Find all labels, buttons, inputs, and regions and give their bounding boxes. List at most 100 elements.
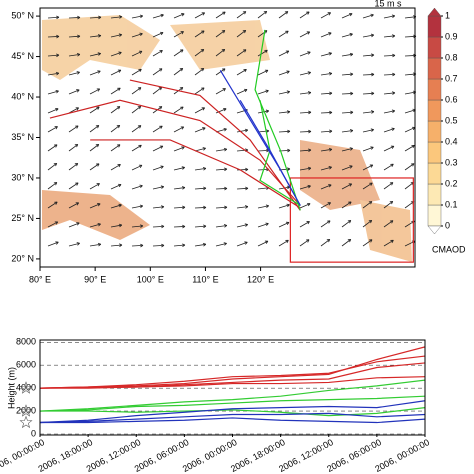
wind-arrow-head	[96, 106, 100, 110]
wind-arrow-head	[392, 53, 396, 58]
wind-arrow-head	[265, 204, 270, 209]
trajectory	[239, 99, 301, 206]
wind-arrow	[47, 108, 59, 114]
wind-arrow	[173, 146, 185, 152]
wind-arrow-head	[245, 167, 249, 172]
wind-arrow-head	[371, 72, 375, 77]
wind-arrow-head	[328, 184, 332, 188]
wind-arrow-head	[181, 146, 185, 150]
wind-arrow	[194, 167, 206, 171]
wind-arrow-head	[392, 72, 396, 77]
x-tick-label: 100° E	[137, 274, 164, 284]
wind-arrow	[68, 163, 79, 171]
wind-arrow-head	[392, 34, 396, 38]
wind-arrow	[320, 184, 332, 190]
y-tick-label: 4000	[16, 383, 36, 393]
wind-arrow-head	[203, 186, 207, 191]
wind-arrow	[215, 168, 227, 171]
colorbar-cell	[427, 204, 442, 227]
wind-arrow-head	[243, 68, 247, 73]
wind-arrow	[215, 30, 226, 38]
wind-arrow	[257, 223, 269, 228]
x-tick-label: 120° E	[247, 274, 274, 284]
wind-arrow-head	[327, 220, 331, 224]
colorbar-cell	[427, 36, 442, 59]
wind-arrow-head	[138, 164, 143, 168]
wind-arrow-head	[116, 144, 121, 148]
wind-arrow	[68, 144, 79, 152]
wind-arrow	[131, 225, 143, 228]
wind-arrow	[404, 145, 415, 152]
wind-arrow	[236, 69, 247, 76]
height-line	[39, 412, 426, 424]
wind-arrow	[341, 130, 353, 133]
wind-arrow	[299, 167, 311, 171]
wind-arrow	[47, 72, 59, 76]
colorbar-bottom	[427, 225, 442, 235]
wind-arrow	[194, 107, 205, 114]
wind-arrow	[173, 106, 184, 114]
wind-arrow-head	[264, 69, 269, 73]
wind-arrow-head	[306, 221, 310, 225]
wind-arrow-head	[307, 166, 312, 171]
wind-arrow	[320, 72, 332, 76]
wind-arrow	[341, 33, 353, 38]
wind-arrow	[383, 145, 395, 152]
wind-arrow	[320, 112, 333, 114]
trajectory	[90, 139, 301, 209]
wind-arrow	[299, 203, 311, 209]
wind-arrow	[68, 35, 80, 38]
wind-arrow-head	[285, 239, 289, 244]
wind-arrow	[110, 144, 121, 152]
wind-arrow	[320, 52, 332, 57]
wind-arrow-head	[118, 15, 123, 19]
wind-arrow-head	[97, 52, 101, 56]
y-tick-label: 40° N	[11, 91, 34, 101]
wind-arrow-head	[158, 106, 163, 110]
wind-arrow-head	[159, 50, 163, 54]
wind-arrow	[110, 16, 122, 19]
colorbar-cell	[427, 120, 442, 143]
wind-arrow	[110, 69, 122, 76]
wind-arrow-head	[180, 106, 184, 110]
wind-arrow	[383, 201, 393, 209]
wind-arrow-head	[286, 203, 290, 208]
y-tick-label: 35° N	[11, 132, 34, 142]
wind-arrow	[299, 111, 312, 114]
wind-arrow-head	[180, 126, 185, 130]
wind-arrow	[404, 16, 416, 19]
wind-arrow	[362, 111, 374, 114]
wind-arrow-head	[224, 167, 228, 172]
wind-arrow-head	[287, 167, 291, 171]
wind-arrow	[68, 71, 80, 76]
aod-shading	[42, 15, 412, 262]
wind-arrow-head	[118, 51, 122, 55]
wind-arrow	[215, 148, 227, 152]
wind-arrow-head	[221, 48, 226, 53]
height-line	[40, 376, 426, 389]
wind-arrow	[383, 92, 395, 95]
wind-arrow-head	[55, 241, 59, 245]
wind-arrow	[257, 130, 269, 133]
wind-arrow-head	[224, 205, 228, 210]
colorbar-tick-label: 0.4	[445, 136, 458, 146]
wind-arrow	[341, 201, 352, 209]
wind-arrow	[278, 204, 290, 209]
wind-arrow	[194, 127, 206, 133]
wind-arrow-head	[329, 110, 333, 115]
colorbar-tick-label: 0.1	[445, 199, 458, 209]
wind-arrow-head	[328, 147, 333, 152]
wind-arrow-head	[370, 13, 374, 18]
start-star	[19, 404, 33, 417]
wind-arrow-head	[348, 183, 353, 187]
colorbar-tick-label: 0.6	[445, 94, 458, 104]
height-line	[39, 395, 426, 412]
wind-arrow	[110, 224, 122, 228]
wind-arrow-head	[389, 182, 394, 186]
wind-arrow-head	[181, 186, 186, 190]
wind-arrow-head	[118, 183, 122, 188]
wind-arrow-head	[139, 184, 143, 189]
wind-arrow-head	[244, 241, 248, 245]
colorbar-cell	[427, 141, 442, 164]
